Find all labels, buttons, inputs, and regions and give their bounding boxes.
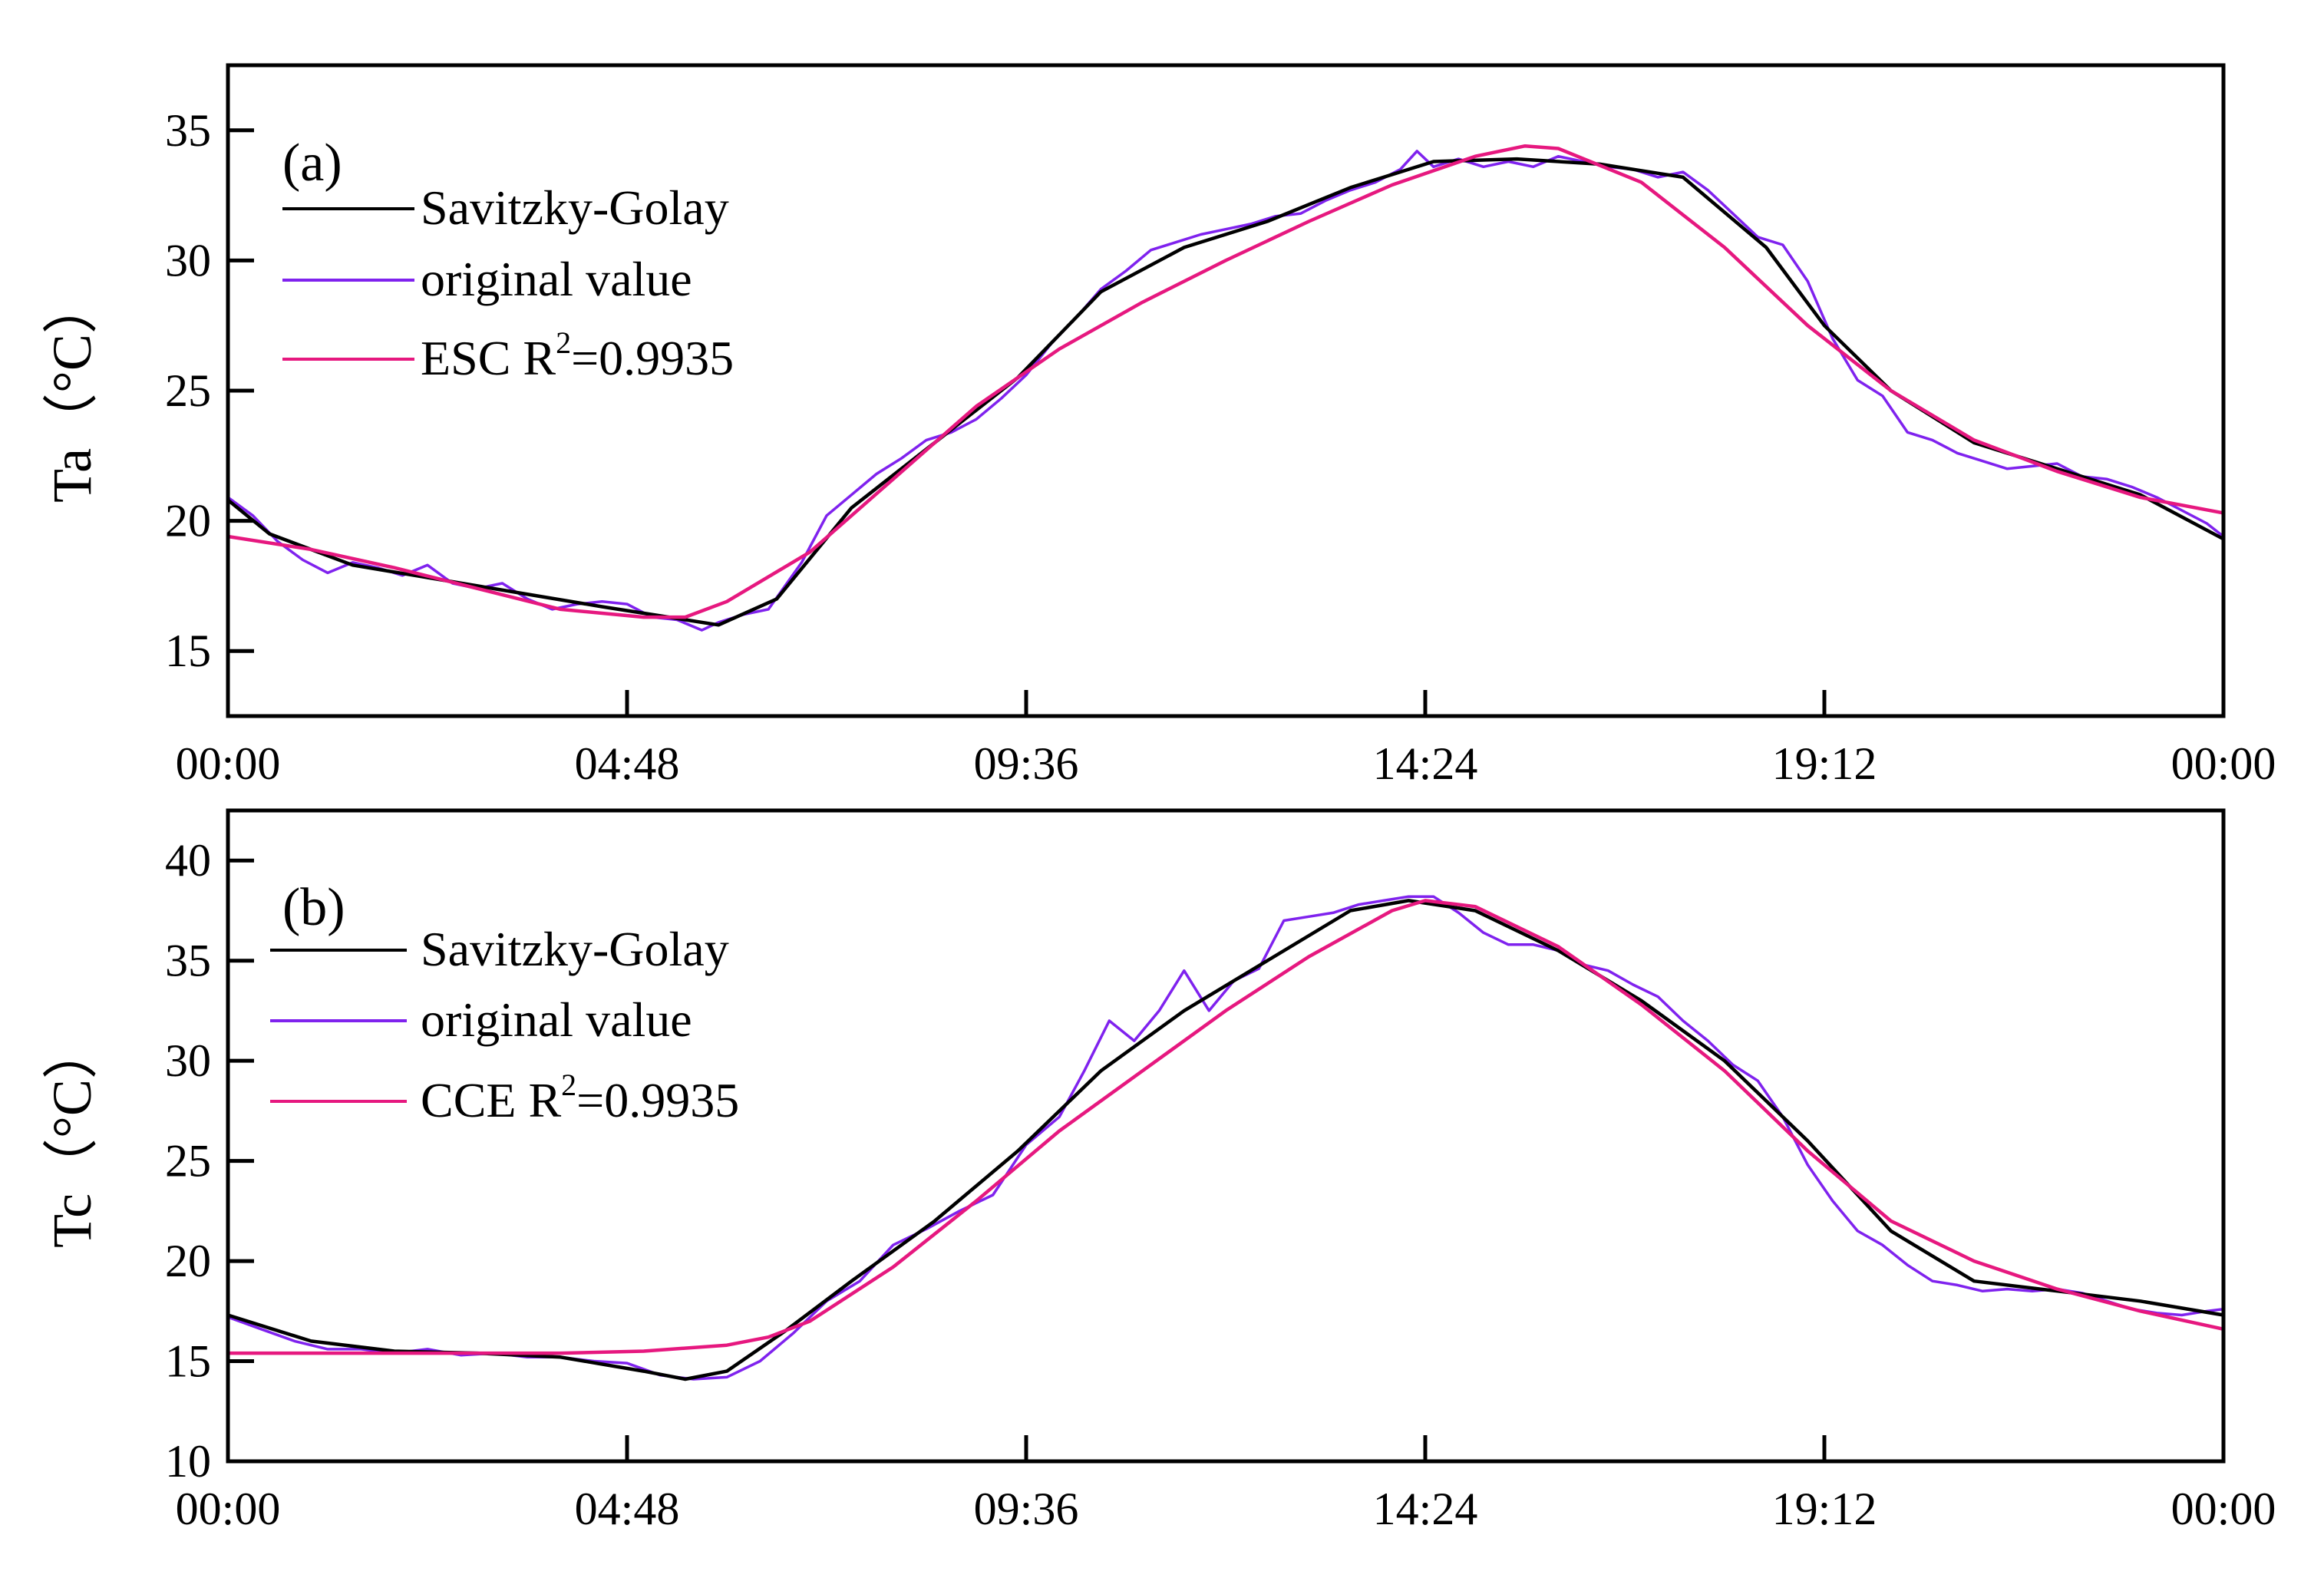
panel-b-y-axis-title: Tc（°C） [41,1024,103,1248]
panel-b-label: (b) [282,878,345,937]
panel-b-x-tick-label: 19:12 [1772,1484,1877,1534]
panel-a-y-tick-label: 20 [165,496,211,546]
panel-b-series-savitzky-golay [227,899,2224,1381]
panel-b-y-tick-label: 20 [165,1236,211,1286]
panel-b-y-tick-label: 40 [165,835,211,886]
panel-b-legend-label-cce-r-0-9935: CCE R2=0.9935 [421,1068,739,1127]
panel-b-frame [226,808,2226,1464]
panel-a-y-axis-title: Ta（°C） [41,279,103,503]
panel-a-x-tick-label: 04:48 [575,738,680,789]
panel-b-series-cce-r-0-9935 [228,899,2224,1355]
panel-b-y-tick-label: 25 [165,1136,211,1187]
panel-b-legend: Savitzky-Golay original value CCE R2=0.993… [270,922,739,1127]
panel-b-legend-label-savitzky-golay: Savitzky-Golay [421,922,729,976]
panel-a-x-tick-label: 00:00 [2171,738,2276,789]
panel-a-y-axis: 15 20 25 30 35 [165,105,254,676]
panel-a-y-tick-label: 30 [165,235,211,286]
panel-b: 10 15 20 25 30 35 40 00:00 04:48 09:36 14:24 19:12… [41,808,2276,1534]
panel-b-x-tick-label: 00:00 [176,1484,281,1534]
panel-a-series-esc-r-0-9935 [227,144,2224,619]
panel-a-legend-label-savitzky-golay: Savitzky-Golay [421,180,729,235]
panel-a-x-tick-label: 09:36 [974,738,1079,789]
panel-b-x-axis: 00:00 04:48 09:36 14:24 19:12 00:00 [176,1435,2276,1534]
panel-a-series [226,144,2225,632]
panel-b-x-tick-label: 00:00 [2171,1484,2276,1534]
panel-a-x-axis: 00:00 04:48 09:36 14:24 19:12 00:00 [176,690,2276,789]
panel-b-y-axis: 10 15 20 25 30 35 40 [165,835,254,1487]
panel-a-legend-label-original-value: original value [421,252,692,306]
panel-b-y-tick-label: 15 [165,1336,211,1387]
panel-b-x-tick-label: 04:48 [575,1484,680,1534]
panel-a-legend-label-esc-r-0-9935: ESC R2=0.9935 [421,325,734,385]
panel-b-legend-label-original-value: original value [421,992,692,1047]
panel-a-frame [226,63,2226,718]
panel-a-x-tick-label: 19:12 [1772,738,1877,789]
panel-a-x-tick-label: 00:00 [176,738,281,789]
panel-a-legend: Savitzky-Golay original value ESC R2=0.993… [282,180,734,385]
panel-a-y-tick-label: 15 [165,626,211,676]
panel-b-x-tick-label: 09:36 [974,1484,1079,1534]
panel-b-x-tick-label: 14:24 [1373,1484,1478,1534]
panel-a-y-tick-label: 35 [165,105,211,156]
panel-b-series [227,895,2224,1381]
panel-a-label: (a) [282,134,342,193]
panel-a-series-original-value [226,150,2225,632]
panel-a-y-tick-label: 25 [165,365,211,416]
panel-a-x-tick-label: 14:24 [1373,738,1478,789]
panel-b-y-tick-label: 35 [165,936,211,986]
panel-b-y-tick-label: 10 [165,1436,211,1487]
panel-b-series-original-value [227,895,2224,1381]
panel-b-y-tick-label: 30 [165,1035,211,1086]
